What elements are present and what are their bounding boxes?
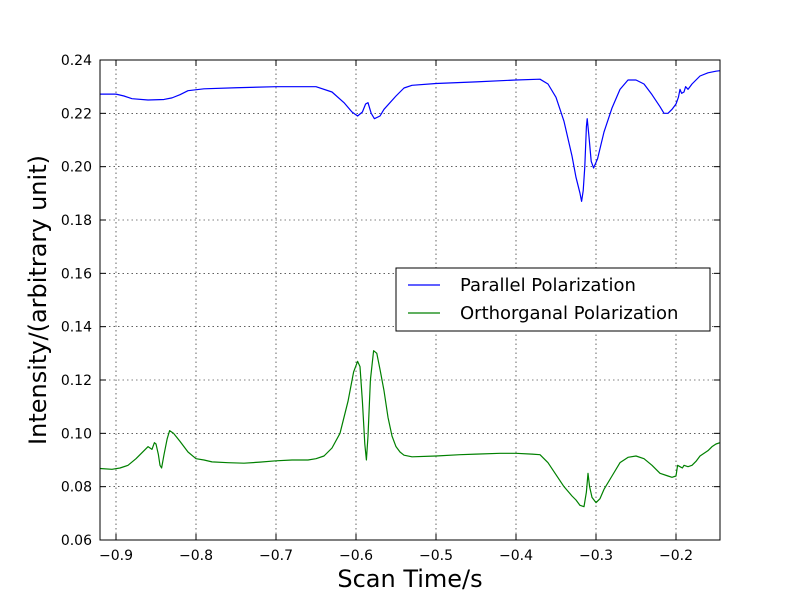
y-tick-label: 0.08 <box>61 480 92 496</box>
x-axis-label: Scan Time/s <box>337 565 482 593</box>
y-tick-label: 0.18 <box>61 213 92 229</box>
y-tick-label: 0.12 <box>61 373 92 389</box>
legend-label-parallel: Parallel Polarization <box>460 275 636 296</box>
x-tick-label: −0.2 <box>659 548 693 564</box>
y-tick-label: 0.20 <box>61 160 92 176</box>
y-tick-label: 0.06 <box>61 533 92 549</box>
x-tick-label: −0.3 <box>579 548 613 564</box>
x-tick-label: −0.8 <box>179 548 213 564</box>
x-tick-labels: −0.9 −0.8 −0.7 −0.6 −0.5 −0.4 −0.3 −0.2 <box>99 548 693 564</box>
legend-label-orthogonal: Orthorganal Polarization <box>460 303 678 324</box>
y-tick-label: 0.22 <box>61 106 92 122</box>
series-layer <box>99 70 721 508</box>
x-tick-label: −0.5 <box>419 548 453 564</box>
x-tick-label: −0.6 <box>339 548 373 564</box>
legend-box <box>395 267 711 332</box>
y-tick-labels: 0.06 0.08 0.10 0.12 0.14 0.16 0.18 0.20 0.22 0.24 <box>61 53 92 549</box>
x-tick-label: −0.4 <box>499 548 533 564</box>
y-tick-label: 0.14 <box>61 320 92 336</box>
x-tick-label: −0.9 <box>99 548 133 564</box>
axis-ticks <box>100 59 720 541</box>
legend: Parallel Polarization Orthorganal Polari… <box>395 267 711 332</box>
y-tick-label: 0.24 <box>61 53 92 69</box>
y-axis-label: Intensity/(arbitrary unit) <box>24 155 52 445</box>
y-tick-label: 0.16 <box>61 266 92 282</box>
x-tick-label: −0.7 <box>259 548 293 564</box>
plot-frame <box>99 59 721 541</box>
y-tick-label: 0.10 <box>61 426 92 442</box>
series-line-orthogonal <box>99 350 721 508</box>
series-line-parallel <box>100 70 721 202</box>
